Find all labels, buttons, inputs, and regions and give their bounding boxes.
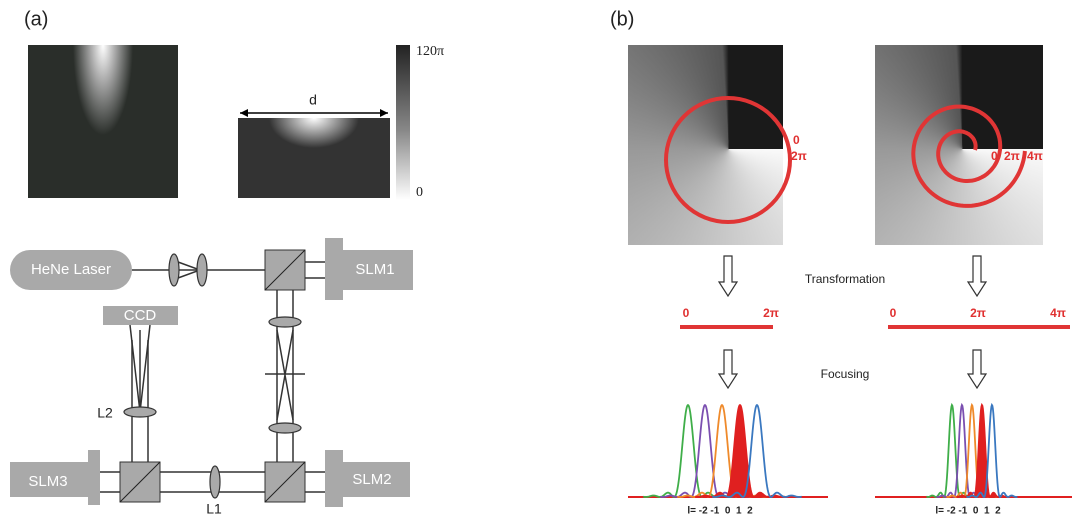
- panel-label: (b): [610, 8, 634, 30]
- colorbar-min: 0: [416, 185, 423, 200]
- step-label: Focusing: [821, 367, 870, 381]
- page: {"panel_a":{"label":"(a)","d_label":"d",…: [0, 0, 1072, 521]
- panel-label: (a): [24, 8, 48, 30]
- mode-labels: l= -2 -1 0 1 2: [935, 506, 1001, 517]
- slm-label: SLM1: [355, 261, 394, 278]
- colorbar-max: 120π: [416, 44, 444, 59]
- slm-label: SLM2: [352, 471, 391, 488]
- laser-label: HeNe Laser: [31, 261, 111, 278]
- lens-label: L2: [97, 405, 113, 421]
- phase-label: 2π: [791, 149, 807, 163]
- phase-label: 0: [793, 133, 800, 147]
- line-label: 2π: [970, 306, 986, 320]
- phase-label: 0: [991, 149, 998, 163]
- d-label: d: [309, 92, 317, 108]
- step-label: Transformation: [805, 272, 885, 286]
- diagram: (a) d 120π 0 HeNe Laser SLM1 CCD L2 SLM3…: [0, 0, 1072, 521]
- phase-label: 2π: [1004, 149, 1020, 163]
- lens-label: L1: [206, 501, 222, 517]
- ccd-label: CCD: [124, 307, 157, 324]
- line-label: 0: [890, 306, 897, 320]
- line-label: 2π: [763, 306, 779, 320]
- beam-paths: [100, 262, 325, 492]
- mode-labels: l= -2 -1 0 1 2: [687, 506, 753, 517]
- components: [10, 238, 413, 507]
- spiral: [666, 98, 790, 222]
- line-label: 0: [683, 306, 690, 320]
- phase-label: 4π: [1027, 149, 1043, 163]
- slm-label: SLM3: [28, 473, 67, 490]
- peaks: [628, 405, 1072, 497]
- lenses: [124, 254, 301, 498]
- line-label: 4π: [1050, 306, 1066, 320]
